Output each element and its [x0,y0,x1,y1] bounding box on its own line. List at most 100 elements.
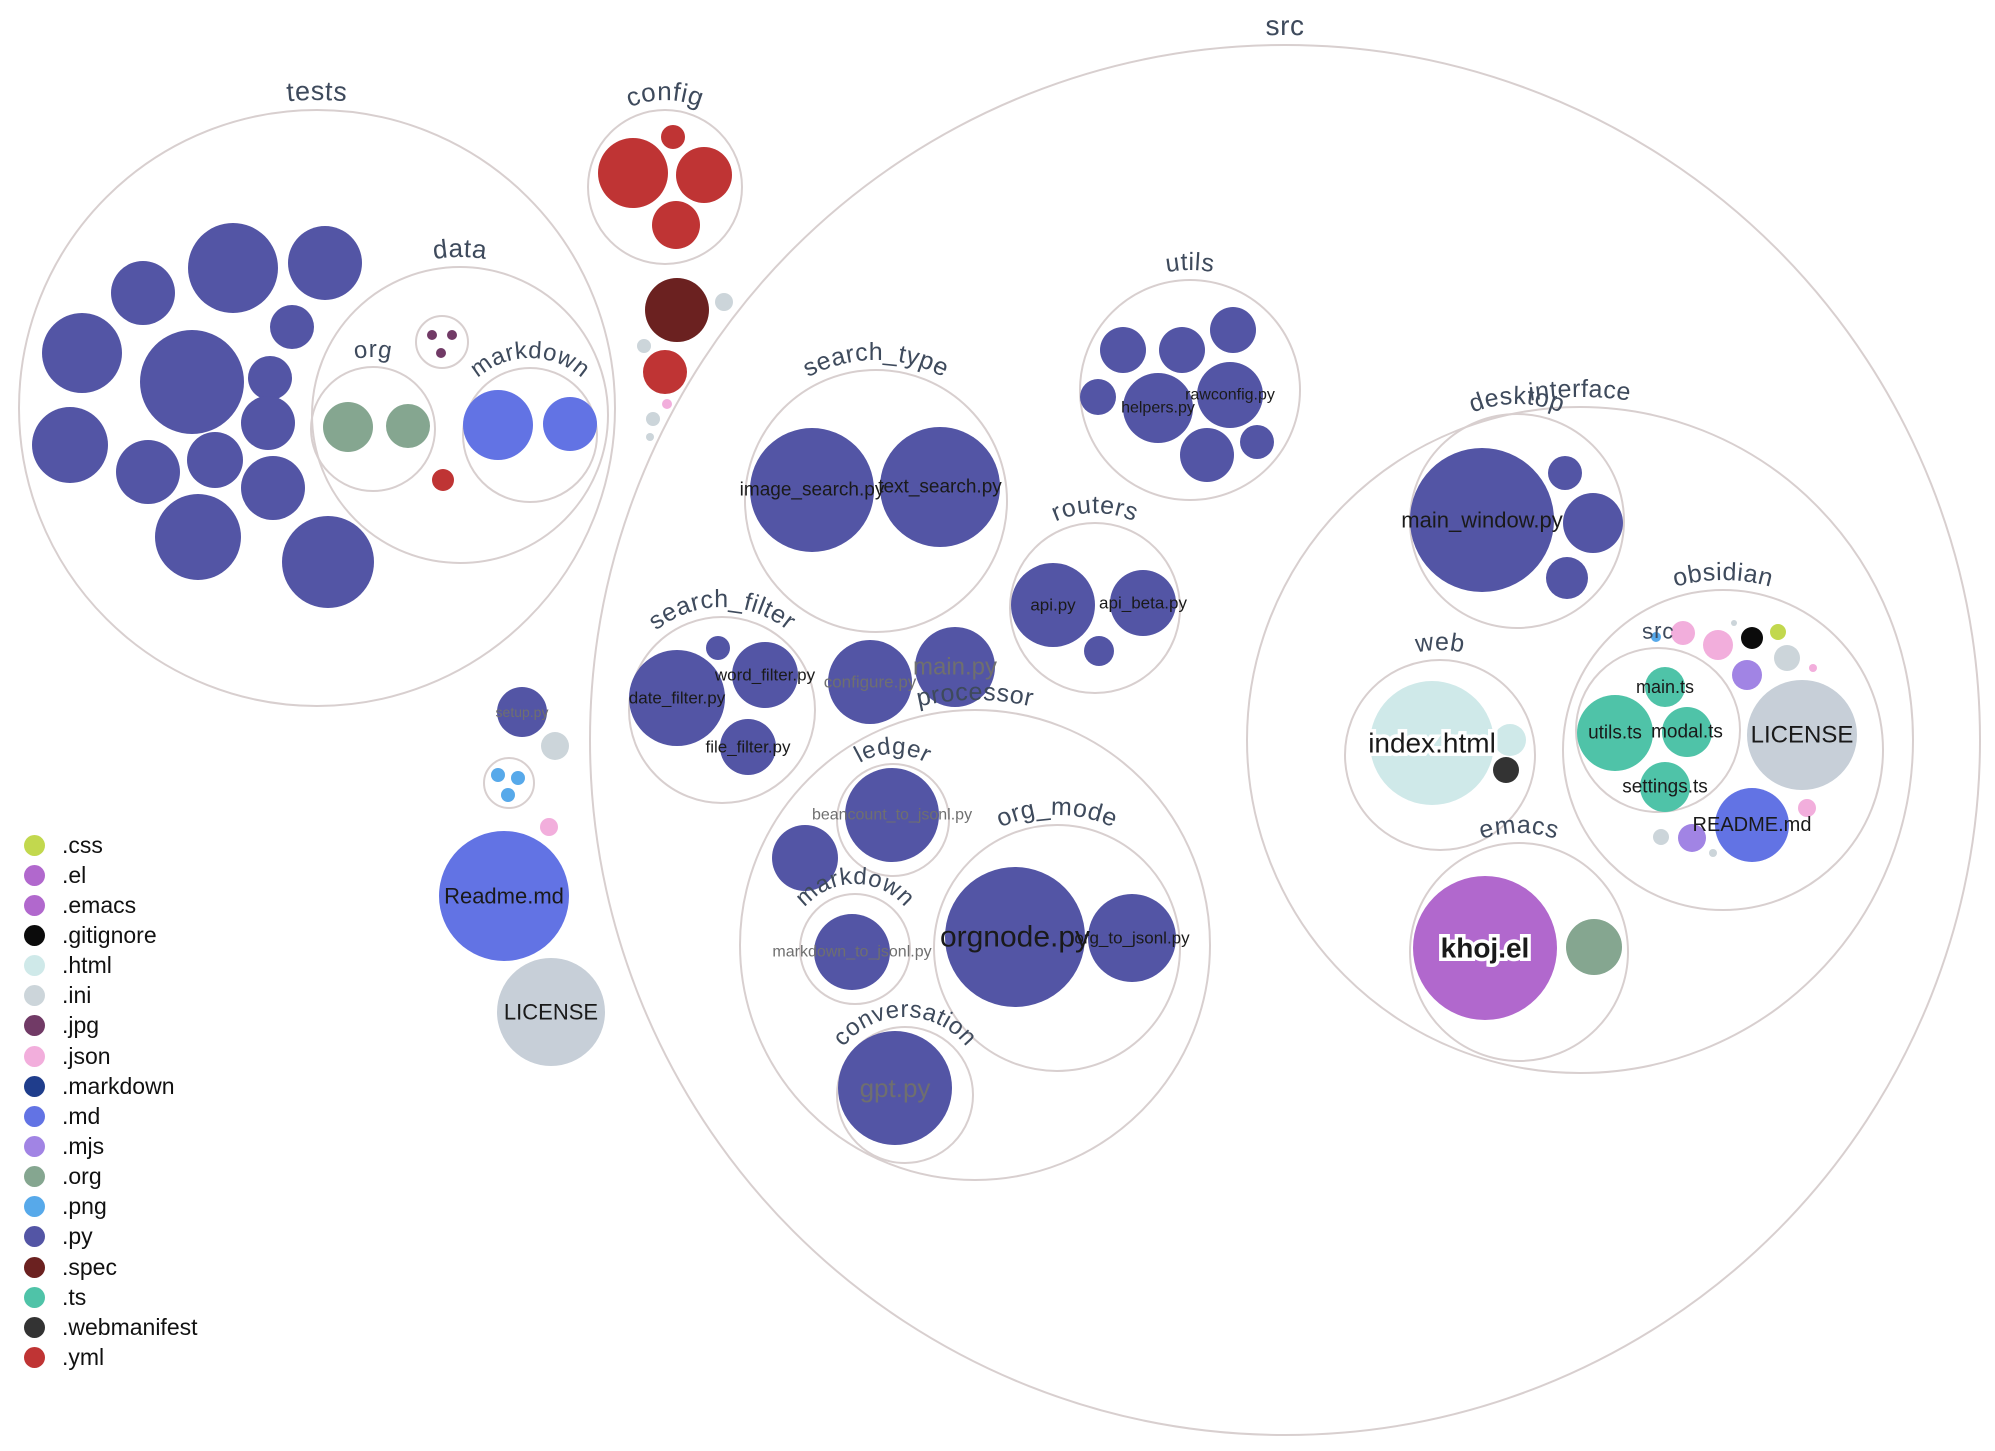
file-helpers.py[interactable] [1123,373,1193,443]
file-html-dot-71[interactable] [1494,724,1526,756]
file-org-dot-17[interactable] [323,402,373,452]
file-jpg-dot-16[interactable] [436,348,446,358]
file-mjs-dot-91[interactable] [1678,824,1706,852]
file-json-dot-38[interactable] [540,818,558,836]
file-configure.py[interactable] [828,640,912,724]
file-yml-dot-22[interactable] [598,138,668,208]
file-py-dot-68[interactable] [1563,493,1623,553]
file-main_window.py[interactable] [1410,448,1554,592]
file-markdown_to_jsonl.py[interactable] [814,914,890,990]
file-README.md[interactable] [1715,788,1789,862]
file-ini-dot-31[interactable] [646,412,660,426]
file-py-dot-1[interactable] [288,226,362,300]
dir-src[interactable] [589,44,1981,1436]
file-py-dot-7[interactable] [241,396,295,450]
dir-search_type[interactable] [744,369,1008,633]
file-png-dot-37[interactable] [501,788,515,802]
dir-ledger[interactable] [836,763,950,877]
file-settings.ts[interactable] [1640,762,1690,812]
file-py-dot-9[interactable] [116,440,180,504]
dir-conversation[interactable] [836,1026,974,1164]
file-ini-dot-89[interactable] [1731,620,1737,626]
dir-processor[interactable] [739,709,1211,1181]
file-webmanifest-dot-72[interactable] [1493,757,1519,783]
dir-search_filter[interactable] [628,616,816,804]
file-api.py[interactable] [1011,563,1095,647]
dir-interface[interactable] [1246,406,1914,1074]
file-ini-dot-92[interactable] [1653,829,1669,845]
file-Readme.md[interactable] [439,831,569,961]
dir-org_mode[interactable] [933,824,1181,1072]
file-py-dot-47[interactable] [1210,307,1256,353]
file-LICENSE[interactable] [1747,680,1857,790]
file-word_filter.py[interactable] [732,642,798,708]
file-py-dot-53[interactable] [1084,636,1114,666]
file-py-dot-48[interactable] [1080,379,1116,415]
dir-obsidian-src[interactable] [1575,647,1741,813]
file-org-dot-74[interactable] [1566,919,1622,975]
file-json-dot-82[interactable] [1671,621,1695,645]
file-md-dot-19[interactable] [463,390,533,460]
dir-tests[interactable] [18,109,616,707]
file-json-dot-88[interactable] [1809,664,1817,672]
file-main.ts[interactable] [1645,667,1685,707]
dir-data-jpg-group[interactable] [415,315,469,369]
file-json-dot-83[interactable] [1703,630,1733,660]
file-beancount_to_jsonl.py[interactable] [845,768,939,862]
file-py-dot-10[interactable] [187,432,243,488]
file-py-dot-12[interactable] [155,494,241,580]
file-image_search.py[interactable] [750,428,874,552]
file-ini-dot-32[interactable] [646,433,654,441]
file-api_beta.py[interactable] [1110,570,1176,636]
file-ini-dot-34[interactable] [541,732,569,760]
file-date_filter.py[interactable] [629,650,725,746]
dir-emacs[interactable] [1409,842,1629,1062]
file-mjs-dot-87[interactable] [1732,660,1762,690]
file-org-dot-18[interactable] [386,404,430,448]
file-py-dot-67[interactable] [1548,456,1582,490]
file-py-dot-3[interactable] [270,305,314,349]
dir-obsidian[interactable] [1562,589,1884,911]
file-yml-dot-24[interactable] [676,147,732,203]
file-yml-dot-29[interactable] [643,350,687,394]
file-py-dot-0[interactable] [188,223,278,313]
file-jpg-dot-14[interactable] [427,330,437,340]
file-khoj.el[interactable] [1413,876,1557,1020]
file-py-dot-13[interactable] [282,516,374,608]
file-setup.py[interactable] [497,687,547,737]
dir-processor-markdown[interactable] [799,893,911,1005]
file-yml-dot-23[interactable] [661,125,685,149]
file-ini-dot-28[interactable] [637,339,651,353]
file-py-dot-57[interactable] [706,636,730,660]
file-yml-dot-21[interactable] [432,469,454,491]
file-ini-dot-93[interactable] [1709,849,1717,857]
file-py-dot-8[interactable] [32,407,108,483]
file-py-dot-5[interactable] [140,330,244,434]
file-json-dot-30[interactable] [662,399,672,409]
file-py-dot-46[interactable] [1159,327,1205,373]
dir-desktop[interactable] [1409,413,1625,629]
dir-routers[interactable] [1009,522,1181,694]
file-py-dot-60[interactable] [772,825,838,891]
file-py-dot-2[interactable] [111,261,175,325]
file-ini-dot-86[interactable] [1774,645,1800,671]
file-py-dot-45[interactable] [1100,327,1146,373]
file-png-dot-35[interactable] [491,768,505,782]
file-text_search.py[interactable] [880,427,1000,547]
file-rawconfig.py[interactable] [1197,362,1263,428]
file-py-dot-4[interactable] [42,313,122,393]
file-py-dot-49[interactable] [1180,428,1234,482]
file-spec-dot-26[interactable] [645,278,709,342]
file-py-dot-11[interactable] [241,456,305,520]
file-png-dot-36[interactable] [511,771,525,785]
file-png-dot-81[interactable] [1651,632,1661,642]
file-utils.ts[interactable] [1577,695,1653,771]
file-css-dot-85[interactable] [1770,624,1786,640]
dir-root-assets-group[interactable] [483,757,535,809]
file-py-dot-6[interactable] [248,356,292,400]
file-org_to_jsonl.py[interactable] [1088,894,1176,982]
dir-data-markdown[interactable] [462,367,598,503]
file-ini-dot-27[interactable] [715,293,733,311]
file-md-dot-20[interactable] [543,397,597,451]
file-file_filter.py[interactable] [720,719,776,775]
